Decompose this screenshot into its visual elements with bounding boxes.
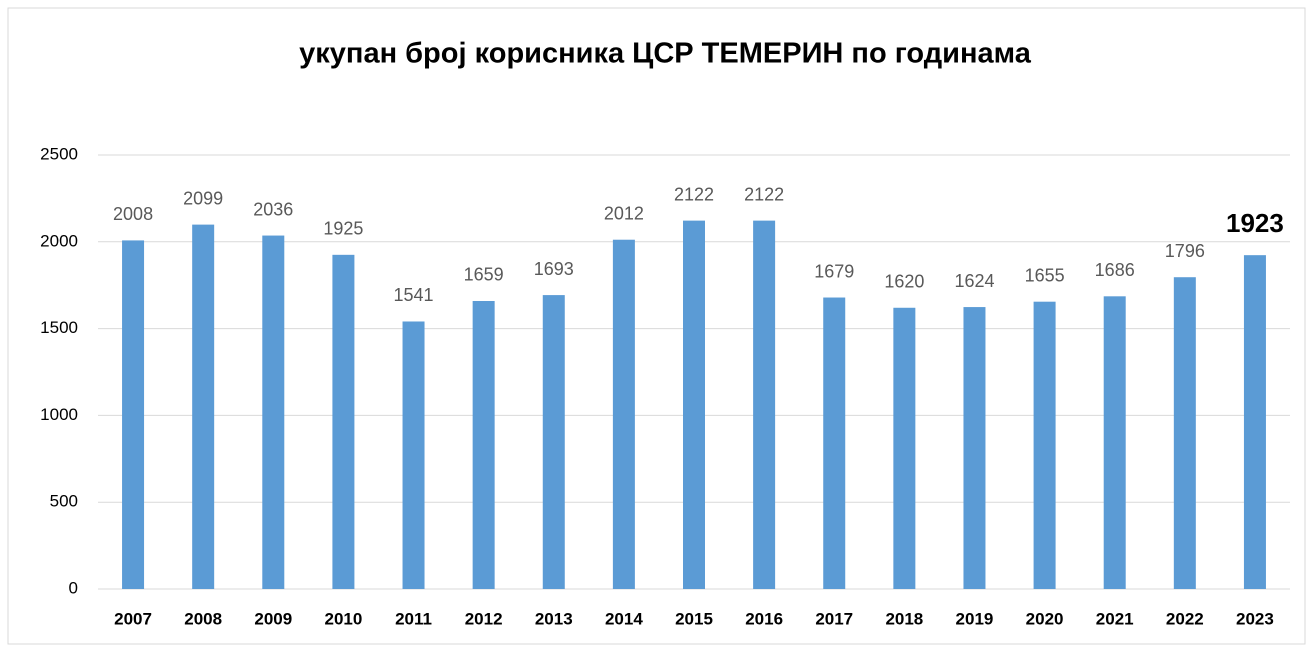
data-label: 1693 bbox=[534, 259, 574, 279]
x-tick-label: 2014 bbox=[605, 609, 643, 628]
data-label: 1679 bbox=[814, 261, 854, 281]
bar bbox=[823, 297, 846, 589]
data-label: 1541 bbox=[394, 285, 434, 305]
data-label: 2099 bbox=[183, 188, 223, 208]
x-tick-label: 2007 bbox=[114, 609, 152, 628]
bar bbox=[893, 307, 916, 589]
data-label: 2012 bbox=[604, 203, 644, 223]
bar bbox=[192, 224, 215, 590]
x-tick-label: 2012 bbox=[465, 609, 503, 628]
bar bbox=[472, 300, 495, 589]
chart-title: укупан број корисника ЦСР ТЕМЕРИН по год… bbox=[299, 38, 1032, 70]
data-label: 1655 bbox=[1025, 265, 1065, 285]
x-tick-label: 2016 bbox=[745, 609, 783, 628]
x-tick-label: 2023 bbox=[1236, 609, 1274, 628]
bar bbox=[1033, 301, 1056, 589]
bar bbox=[332, 254, 355, 589]
data-label: 1659 bbox=[464, 265, 504, 285]
bar bbox=[1103, 296, 1126, 589]
data-label: 1796 bbox=[1165, 241, 1205, 261]
data-label: 1925 bbox=[323, 219, 363, 239]
data-label: 2122 bbox=[744, 184, 784, 204]
bar bbox=[542, 295, 565, 589]
y-tick-label: 1500 bbox=[40, 318, 78, 337]
y-tick-label: 1000 bbox=[40, 405, 78, 424]
data-label: 2008 bbox=[113, 204, 153, 224]
bar bbox=[683, 220, 705, 590]
x-tick-label: 2021 bbox=[1096, 609, 1134, 628]
bar bbox=[963, 307, 986, 589]
y-tick-label: 2500 bbox=[40, 144, 78, 163]
data-label: 2122 bbox=[674, 184, 714, 204]
x-tick-label: 2017 bbox=[815, 609, 853, 628]
data-label: 1624 bbox=[954, 271, 994, 291]
x-tick-label: 2020 bbox=[1026, 609, 1064, 628]
x-tick-label: 2010 bbox=[324, 609, 362, 628]
x-tick-label: 2013 bbox=[535, 609, 573, 628]
bar bbox=[612, 239, 635, 589]
x-tick-label: 2022 bbox=[1166, 609, 1204, 628]
x-tick-label: 2019 bbox=[956, 609, 994, 628]
y-tick-label: 0 bbox=[69, 578, 78, 597]
y-tick-label: 2000 bbox=[40, 231, 78, 250]
x-tick-label: 2018 bbox=[885, 609, 923, 628]
x-tick-label: 2015 bbox=[675, 609, 713, 628]
bar bbox=[262, 235, 285, 589]
data-label: 1620 bbox=[884, 272, 924, 292]
bar bbox=[402, 321, 425, 589]
bar bbox=[753, 220, 776, 590]
data-label: 2036 bbox=[253, 199, 293, 219]
bar bbox=[1243, 255, 1266, 589]
data-label: 1923 bbox=[1226, 208, 1284, 238]
chart-border bbox=[7, 7, 1306, 645]
bar bbox=[122, 240, 145, 589]
x-tick-label: 2009 bbox=[254, 609, 292, 628]
y-tick-label: 500 bbox=[50, 492, 78, 511]
x-tick-label: 2008 bbox=[184, 609, 222, 628]
data-label: 1686 bbox=[1095, 260, 1135, 280]
bar bbox=[1173, 277, 1196, 589]
x-tick-label: 2011 bbox=[395, 609, 432, 628]
